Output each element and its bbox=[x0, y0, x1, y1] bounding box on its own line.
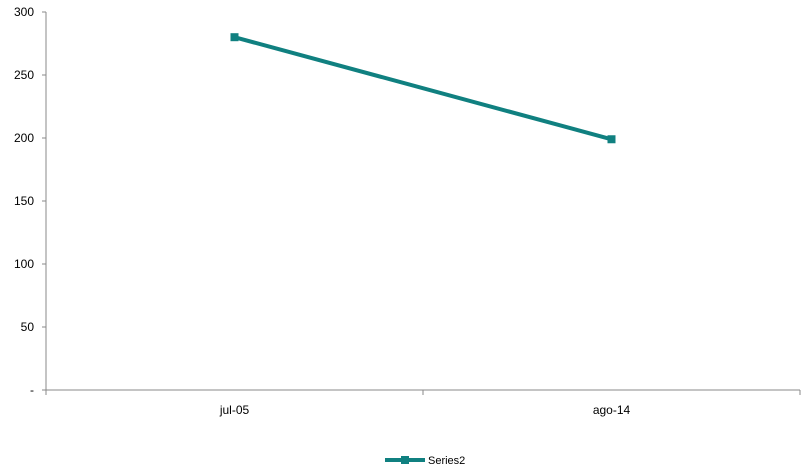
data-point-marker bbox=[230, 33, 239, 42]
x-tick-label: ago-14 bbox=[593, 403, 631, 417]
y-tick-label: 300 bbox=[14, 5, 34, 19]
tick-labels: - 50 100 150 200 250 300 jul-05 ago-14 bbox=[14, 5, 631, 417]
y-tick-label: 50 bbox=[21, 320, 35, 334]
series-layer bbox=[230, 33, 616, 144]
y-tick-label: - bbox=[30, 383, 34, 397]
axes bbox=[42, 11, 801, 395]
series-line bbox=[233, 35, 613, 142]
data-point-marker bbox=[607, 135, 616, 144]
legend-label: Series2 bbox=[428, 455, 465, 467]
legend-marker-swatch bbox=[401, 456, 409, 464]
x-tick-label: jul-05 bbox=[219, 403, 250, 417]
y-tick-label: 200 bbox=[14, 131, 34, 145]
y-tick-label: 250 bbox=[14, 68, 34, 82]
legend: Series2 bbox=[385, 455, 465, 467]
y-tick-label: 150 bbox=[14, 194, 34, 208]
y-tick-label: 100 bbox=[14, 257, 34, 271]
